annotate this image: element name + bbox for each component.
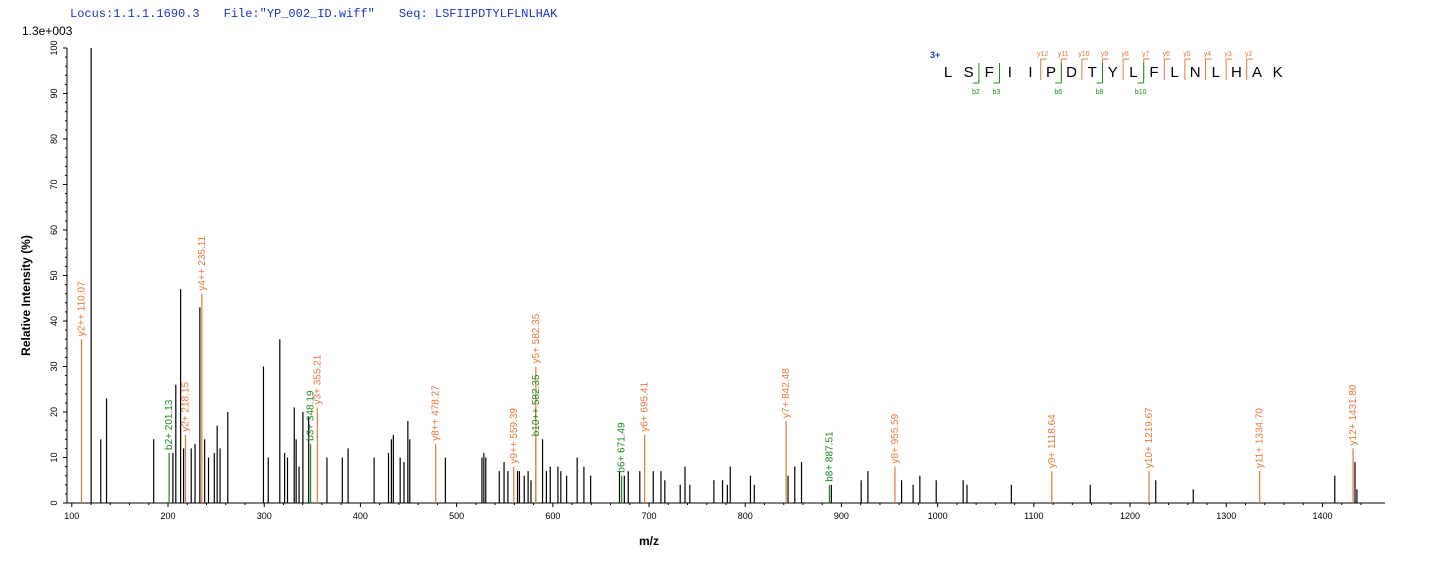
peak-label: y7+ 842.48 — [781, 368, 792, 418]
y-tick-label: 20 — [49, 407, 59, 417]
x-tick-label: 100 — [64, 511, 79, 521]
peak-label: b10++ 582.35 — [531, 374, 542, 436]
x-tick-label: 500 — [449, 511, 464, 521]
residue: I — [1008, 64, 1012, 81]
b-ion-label: b10 — [1135, 89, 1147, 96]
residue: L — [1212, 64, 1220, 81]
peak-label: b8+ 887.51 — [824, 431, 835, 482]
peak-label: y12+ 1431.80 — [1348, 384, 1359, 445]
residue: A — [1252, 64, 1262, 81]
x-tick-label: 1400 — [1312, 511, 1332, 521]
y-ion-label: y2 — [1245, 51, 1253, 58]
peak-label: y11+ 1334.70 — [1255, 408, 1266, 469]
y-tick-label: 70 — [49, 179, 59, 189]
x-tick-label: 200 — [160, 511, 175, 521]
y-ion-label: y3 — [1224, 51, 1232, 58]
y-ion-label: y12 — [1037, 51, 1048, 58]
residue: I — [1028, 64, 1032, 81]
peak-label: b2+ 201.13 — [164, 399, 175, 450]
y-tick-label: 100 — [49, 40, 59, 55]
b-ion-label: b3 — [993, 89, 1001, 96]
peak-label: y8+ 955.59 — [890, 413, 901, 463]
residue: L — [1170, 64, 1178, 81]
x-tick-label: 1000 — [928, 511, 948, 521]
peak-label: y2++ 110.07 — [76, 281, 87, 336]
residue: K — [1273, 64, 1283, 81]
x-tick-label: 400 — [353, 511, 368, 521]
peak-label: y3+ 355.21 — [312, 354, 323, 404]
y-ion-label: y5 — [1183, 51, 1191, 58]
peak-label: y4++ 235.11 — [197, 235, 208, 290]
residue: P — [1046, 64, 1056, 81]
residue: L — [944, 64, 952, 81]
b-ion-label: b8 — [1096, 89, 1104, 96]
y-tick-label: 0 — [49, 500, 59, 505]
residue: S — [964, 64, 974, 81]
residue: Y — [1108, 64, 1118, 81]
y-tick-label: 60 — [49, 225, 59, 235]
peak-label: b3+ 348.19 — [306, 390, 317, 441]
x-tick-label: 300 — [257, 511, 272, 521]
y-tick-label: 30 — [49, 361, 59, 371]
y-max-label: 1.3e+003 — [22, 24, 73, 38]
peak-label: y2+ 218.15 — [180, 382, 191, 432]
y-axis-label: Relative Intensity (%) — [19, 235, 33, 356]
x-tick-label: 1300 — [1216, 511, 1236, 521]
file-text: File:"YP_002_ID.wiff" — [223, 7, 375, 21]
peak-label: y9+ 1118.64 — [1047, 414, 1058, 468]
x-tick-label: 600 — [545, 511, 560, 521]
x-tick-label: 700 — [642, 511, 657, 521]
locus-text: Locus:1.1.1.1690.3 — [70, 7, 200, 21]
y-ion-label: y10 — [1078, 51, 1089, 58]
y-tick-label: 90 — [49, 88, 59, 98]
y-ion-label: y11 — [1058, 51, 1069, 58]
x-tick-label: 900 — [834, 511, 849, 521]
y-tick-label: 50 — [49, 270, 59, 280]
residue: N — [1190, 64, 1201, 81]
y-ion-label: y4 — [1204, 51, 1212, 58]
y-ion-label: y8 — [1121, 51, 1129, 58]
residue: F — [985, 64, 994, 81]
b-ion-label: b6 — [1054, 89, 1062, 96]
axes: 100 200 300 400 500 600 700 800 900 1000 1100 1200 1… — [19, 40, 1385, 548]
sequence-text: Seq: LSFIIPDTYLFLNLHAK — [398, 7, 558, 21]
peaks — [80, 48, 1358, 503]
spectrum-header: Locus:1.1.1.1690.3 File:"YP_002_ID.wiff" S… — [70, 7, 581, 21]
peak-labels: y2++ 110.07 b2+ 201.13 y2+ 218.15 y4++ 235.… — [76, 235, 1359, 481]
x-tick-label: 800 — [738, 511, 753, 521]
residue: T — [1088, 64, 1097, 81]
residue: H — [1231, 64, 1242, 81]
y-ion-label: y6 — [1163, 51, 1171, 58]
charge-label: 3+ — [930, 50, 940, 60]
residue: F — [1149, 64, 1158, 81]
y-ion-label: y7 — [1142, 51, 1150, 58]
residue: D — [1066, 64, 1077, 81]
peak-label: y6+ 695.41 — [640, 382, 651, 432]
residue: L — [1129, 64, 1137, 81]
x-axis-label: m/z — [639, 534, 659, 548]
x-tick-label: 1200 — [1120, 511, 1140, 521]
y-tick-label: 80 — [49, 134, 59, 144]
peak-label: b6+ 671.49 — [617, 422, 628, 473]
peak-label: y5+ 582.35 — [531, 313, 542, 363]
peak-label: y8++ 478.27 — [431, 385, 442, 441]
y-tick-label: 40 — [49, 316, 59, 326]
y-tick-label: 10 — [49, 452, 59, 462]
peak-label: y9++ 559.39 — [509, 408, 520, 464]
b-ion-label: b2 — [972, 89, 980, 96]
x-tick-label: 1100 — [1024, 511, 1043, 521]
y-ion-label: y9 — [1101, 51, 1109, 58]
peak-label: y10+ 1219.67 — [1144, 407, 1155, 468]
